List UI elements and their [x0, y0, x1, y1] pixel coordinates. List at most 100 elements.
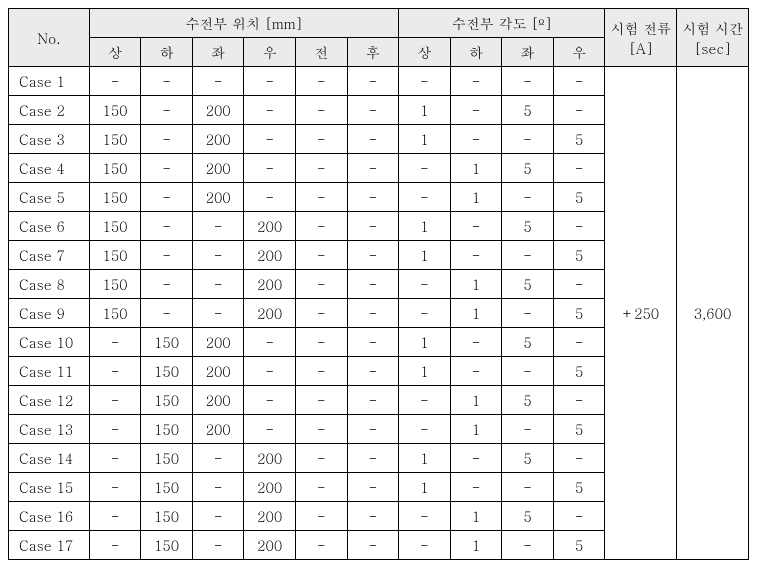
- cell-position: -: [295, 96, 347, 125]
- cell-position: -: [295, 154, 347, 183]
- cell-angle: 5: [502, 328, 554, 357]
- cell-position: -: [192, 212, 244, 241]
- cell-position: 150: [89, 270, 141, 299]
- cell-position: 150: [141, 328, 193, 357]
- cell-angle: 1: [399, 357, 451, 386]
- cell-angle: 5: [553, 357, 605, 386]
- cell-position: -: [244, 154, 296, 183]
- cell-position: -: [192, 299, 244, 328]
- cell-position: -: [89, 531, 141, 560]
- header-time-unit: [sec]: [694, 38, 731, 58]
- cell-position: 150: [89, 241, 141, 270]
- header-pos-col: 우: [244, 38, 296, 67]
- cell-angle: -: [399, 531, 451, 560]
- cell-no: Case 16: [9, 502, 90, 531]
- cell-position: 200: [192, 386, 244, 415]
- cell-position: -: [347, 444, 399, 473]
- table-header: No. 수전부 위치 [mm] 수전부 각도 [º] 시험 전류 [A] 시험 …: [9, 9, 749, 67]
- cell-position: -: [347, 415, 399, 444]
- cell-angle: 5: [553, 415, 605, 444]
- cell-angle: -: [450, 241, 502, 270]
- cell-no: Case 2: [9, 96, 90, 125]
- cell-position: 200: [244, 299, 296, 328]
- cell-angle: 1: [450, 386, 502, 415]
- cell-angle: -: [450, 67, 502, 96]
- cell-angle: 5: [502, 444, 554, 473]
- cell-position: 200: [192, 415, 244, 444]
- cell-angle: -: [502, 415, 554, 444]
- cell-angle: 5: [502, 270, 554, 299]
- cell-position: -: [141, 299, 193, 328]
- cell-position: -: [295, 299, 347, 328]
- cell-no: Case 15: [9, 473, 90, 502]
- cell-position: -: [192, 531, 244, 560]
- cell-angle: -: [553, 502, 605, 531]
- cell-position: 200: [244, 473, 296, 502]
- cell-angle: 5: [553, 241, 605, 270]
- cell-position: -: [244, 357, 296, 386]
- cell-position: -: [141, 212, 193, 241]
- cell-angle: 1: [399, 241, 451, 270]
- cell-angle: 1: [399, 328, 451, 357]
- cell-position: -: [89, 67, 141, 96]
- cell-position: -: [244, 125, 296, 154]
- header-position-group: 수전부 위치 [mm]: [89, 9, 398, 38]
- cell-no: Case 13: [9, 415, 90, 444]
- cell-position: -: [295, 183, 347, 212]
- cell-no: Case 5: [9, 183, 90, 212]
- cell-no: Case 4: [9, 154, 90, 183]
- header-time: 시험 시간 [sec]: [677, 9, 749, 67]
- cell-angle: 1: [399, 444, 451, 473]
- cell-angle: 1: [450, 502, 502, 531]
- cell-position: 200: [192, 154, 244, 183]
- cell-position: -: [89, 386, 141, 415]
- cell-angle: -: [450, 473, 502, 502]
- cell-position: 150: [141, 415, 193, 444]
- cell-angle: -: [502, 125, 554, 154]
- header-pos-col: 하: [141, 38, 193, 67]
- cell-position: -: [89, 328, 141, 357]
- cell-angle: 1: [450, 299, 502, 328]
- cell-angle: -: [502, 67, 554, 96]
- cell-angle: -: [553, 96, 605, 125]
- cell-position: -: [192, 241, 244, 270]
- cell-no: Case 9: [9, 299, 90, 328]
- cell-position: 200: [244, 270, 296, 299]
- cell-no: Case 14: [9, 444, 90, 473]
- table-row: Case 1----------+2503,600: [9, 67, 749, 96]
- header-pos-col: 후: [347, 38, 399, 67]
- cell-position: -: [89, 444, 141, 473]
- table-body: Case 1----------+2503,600Case 2150-200--…: [9, 67, 749, 560]
- cell-angle: -: [399, 67, 451, 96]
- cell-angle: 5: [553, 473, 605, 502]
- cell-angle: -: [450, 212, 502, 241]
- cell-no: Case 7: [9, 241, 90, 270]
- cell-current: +250: [605, 67, 677, 560]
- cell-position: 200: [244, 531, 296, 560]
- cell-position: -: [192, 502, 244, 531]
- cell-no: Case 12: [9, 386, 90, 415]
- data-table: No. 수전부 위치 [mm] 수전부 각도 [º] 시험 전류 [A] 시험 …: [8, 8, 749, 560]
- cell-position: -: [347, 154, 399, 183]
- cell-position: 200: [244, 241, 296, 270]
- cell-angle: -: [502, 357, 554, 386]
- cell-position: -: [244, 328, 296, 357]
- cell-position: -: [347, 183, 399, 212]
- cell-position: 150: [141, 386, 193, 415]
- cell-angle: 1: [399, 125, 451, 154]
- cell-position: -: [295, 212, 347, 241]
- header-time-label: 시험 시간: [682, 18, 743, 38]
- cell-angle: -: [553, 444, 605, 473]
- cell-position: -: [141, 241, 193, 270]
- cell-position: 150: [89, 299, 141, 328]
- cell-position: -: [347, 299, 399, 328]
- cell-position: -: [295, 328, 347, 357]
- cell-angle: 1: [450, 531, 502, 560]
- cell-position: -: [295, 270, 347, 299]
- cell-position: -: [347, 67, 399, 96]
- cell-position: -: [244, 415, 296, 444]
- cell-position: 150: [141, 531, 193, 560]
- cell-position: 150: [89, 96, 141, 125]
- cell-position: -: [347, 386, 399, 415]
- cell-position: 200: [192, 328, 244, 357]
